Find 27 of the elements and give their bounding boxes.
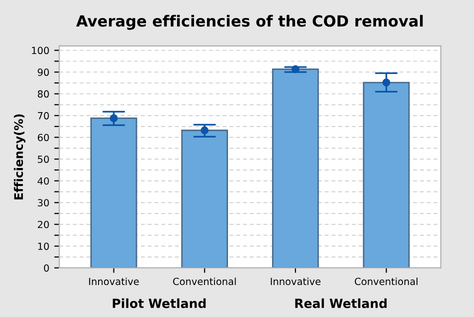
y-tick-label: 40 (38, 177, 49, 185)
x-tick-label: Conventional (354, 278, 418, 286)
y-tick-label: 60 (38, 134, 49, 142)
text: Real Wetland (295, 298, 387, 308)
y-tick-label: 100 (32, 46, 49, 54)
point (200, 126, 209, 134)
y-tick-label: 30 (38, 199, 49, 206)
bar (272, 68, 319, 268)
y-tick-label: 90 (38, 68, 49, 76)
y-tick-label: 80 (38, 90, 49, 98)
y-axis-title: Efficiency(%) (14, 114, 26, 200)
point (382, 78, 390, 86)
x-tick-label: Innovative (89, 278, 139, 286)
y-tick-label: 50 (38, 156, 49, 163)
y-tick-label: 10 (38, 242, 49, 250)
bar (362, 82, 410, 268)
chart-title: Average efficiencies of the COD removal (76, 14, 423, 30)
bar (90, 117, 138, 268)
text: Pilot Wetland (112, 298, 206, 308)
bar (181, 130, 228, 268)
y-tick-label: 20 (38, 220, 49, 228)
x-tick-label: Innovative (270, 278, 320, 286)
point (110, 114, 118, 122)
y-tick-label: 70 (38, 112, 49, 120)
y-tick-label: 0 (44, 264, 49, 272)
point (292, 65, 300, 74)
x-tick-label: Conventional (173, 278, 236, 286)
